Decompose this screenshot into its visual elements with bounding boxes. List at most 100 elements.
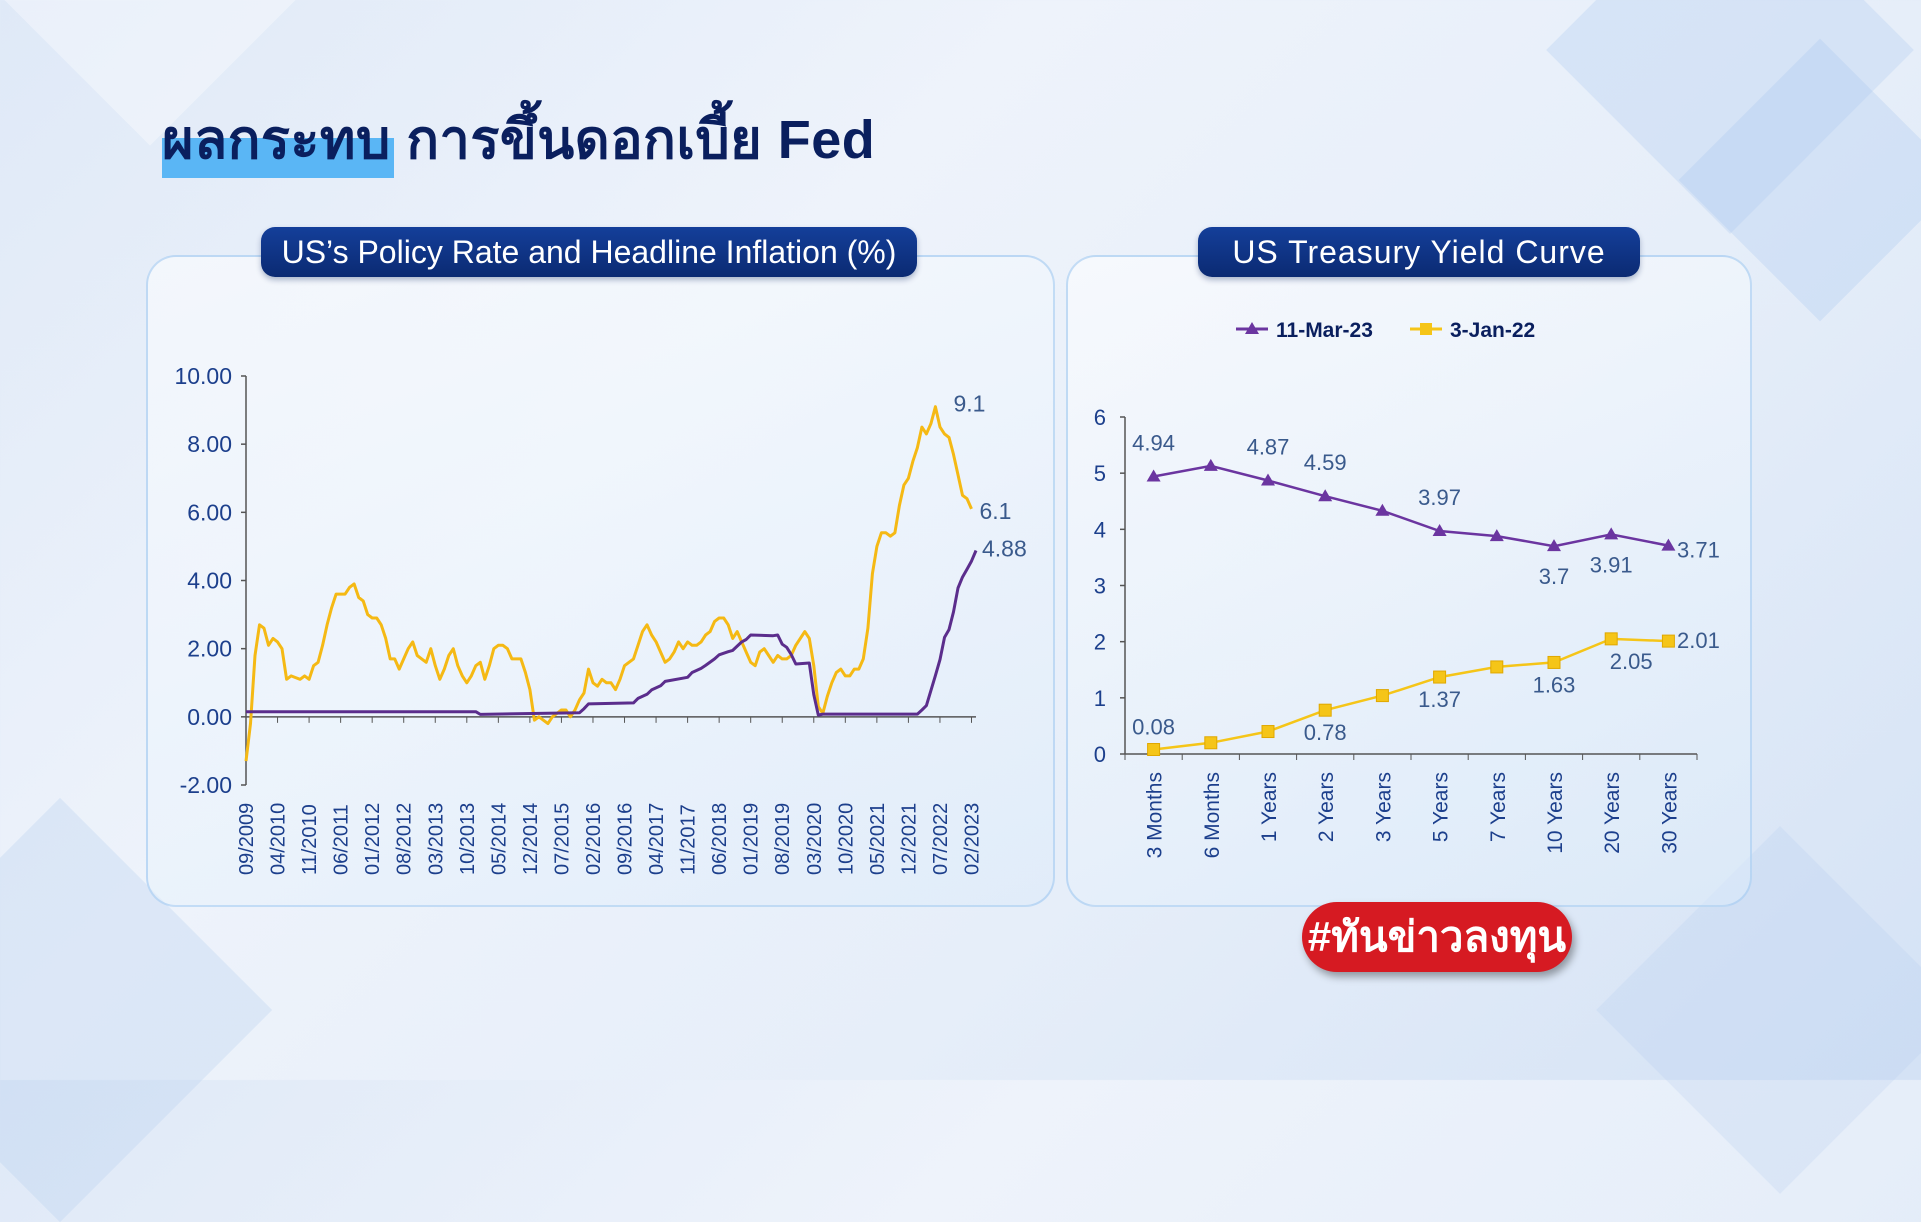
y-tick-label: 0.00 — [187, 704, 232, 730]
square-marker — [1318, 703, 1332, 717]
x-tick-label: 04/2017 — [646, 803, 668, 875]
legend-label: 3-Jan-22 — [1450, 319, 1535, 342]
x-tick-label: 09/2009 — [236, 803, 258, 875]
square-marker — [1433, 670, 1447, 684]
y-tick-label: 5 — [1094, 461, 1106, 486]
x-tick-label: 06/2011 — [331, 804, 353, 875]
x-category-label: 1 Years — [1258, 772, 1281, 842]
peak-inflation-label: 9.1 — [953, 391, 985, 417]
x-category-label: 20 Years — [1601, 772, 1624, 854]
data-label: 3.7 — [1539, 564, 1570, 589]
square-marker — [1547, 655, 1561, 669]
treasury-yield-curve-chart: 6 5 4 3 2 1 0 3 Months 6 Months 1 Years 2 Years 3 Y… — [1094, 319, 1720, 858]
triangle-marker — [1604, 527, 1619, 540]
x-category-label: 7 Years — [1487, 772, 1510, 842]
title-part-2: การขึ้นดอกเบี้ย Fed — [406, 110, 876, 170]
y-tick-label: 3 — [1094, 574, 1106, 599]
x-tick-label: 05/2021 — [867, 803, 889, 875]
triangle-marker — [1489, 529, 1504, 542]
y-tick-label: 0 — [1094, 742, 1106, 767]
y-tick-label: 6.00 — [187, 499, 232, 525]
x-tick-label: 11/2017 — [678, 804, 700, 875]
data-label: 0.78 — [1304, 720, 1347, 745]
x-tick-label: 07/2015 — [551, 803, 573, 875]
title-part-1: ผลกระทบ — [162, 110, 391, 170]
data-label: 1.37 — [1418, 687, 1461, 712]
x-tick-label: 11/2010 — [299, 804, 321, 875]
y-tick-label: 4 — [1094, 517, 1106, 542]
x-tick-label: 08/2019 — [772, 803, 794, 875]
y-tick-label: 6 — [1094, 405, 1106, 430]
y-tick-label: 1 — [1094, 686, 1106, 711]
data-label: 1.63 — [1533, 672, 1576, 697]
x-tick-label: 03/2013 — [425, 803, 447, 875]
triangle-marker — [1432, 524, 1447, 537]
data-label: 0.08 — [1132, 715, 1175, 740]
data-label: 4.94 — [1132, 431, 1175, 456]
title-highlight-bar — [162, 138, 394, 178]
x-tick-label: 02/2023 — [961, 803, 983, 875]
x-tick-label: 09/2016 — [615, 803, 637, 875]
square-marker — [1490, 660, 1504, 674]
x-tick-label: 12/2014 — [520, 803, 542, 875]
triangle-marker — [1375, 503, 1390, 516]
triangle-marker — [1661, 538, 1676, 551]
y-tick-label: 8.00 — [187, 431, 232, 457]
x-category-label: 5 Years — [1430, 772, 1453, 842]
x-category-label: 3 Months — [1144, 772, 1167, 858]
data-label: 3.97 — [1418, 485, 1461, 510]
policy-rate-label: 4.88 — [982, 536, 1027, 562]
x-tick-label: 08/2012 — [394, 803, 416, 875]
x-tick-label: 10/2020 — [835, 803, 857, 875]
x-category-label: 10 Years — [1544, 772, 1567, 854]
square-marker — [1661, 634, 1675, 648]
square-marker — [1147, 743, 1161, 757]
x-tick-label: 04/2010 — [268, 803, 290, 875]
x-category-label: 2 Years — [1315, 772, 1338, 842]
yield-line-2022 — [1153, 637, 1669, 751]
x-tick-label: 05/2014 — [488, 803, 510, 875]
policy-rate-line — [246, 549, 978, 717]
data-label: 2.01 — [1677, 628, 1720, 653]
policy-rate-panel — [146, 255, 1055, 907]
square-marker — [1261, 725, 1275, 739]
x-category-label: 30 Years — [1658, 772, 1681, 854]
inflation-line — [244, 405, 973, 762]
x-category-label: 3 Years — [1372, 772, 1395, 842]
hashtag-badge[interactable]: #ทันข่าวลงทุน — [1302, 902, 1572, 972]
triangle-marker — [1261, 473, 1275, 486]
legend-label: 11-Mar-23 — [1276, 319, 1373, 342]
data-label: 2.05 — [1610, 649, 1653, 674]
data-label: 4.59 — [1304, 450, 1347, 475]
x-tick-label: 03/2020 — [804, 803, 826, 875]
square-marker — [1204, 736, 1218, 750]
x-category-label: 6 Months — [1201, 772, 1224, 858]
x-tick-label: 07/2022 — [930, 803, 952, 875]
triangle-marker — [1146, 469, 1161, 482]
y-tick-label: 10.00 — [174, 363, 232, 389]
x-tick-label: 01/2012 — [362, 803, 384, 875]
y-tick-label: 4.00 — [187, 568, 232, 594]
page-title: ผลกระทบ การขึ้นดอกเบี้ย Fed — [162, 100, 875, 180]
x-tick-label: 06/2018 — [709, 803, 731, 875]
triangle-marker — [1318, 489, 1333, 502]
yield-line-2023 — [1153, 464, 1669, 548]
data-label: 3.71 — [1677, 538, 1720, 563]
background-shape — [1546, 0, 1914, 234]
x-tick-label: 02/2016 — [583, 803, 605, 875]
data-label: 3.91 — [1590, 552, 1633, 577]
x-tick-label: 01/2019 — [741, 803, 763, 875]
x-tick-label: 10/2013 — [457, 803, 479, 875]
triangle-marker — [1547, 539, 1561, 552]
triangle-marker — [1203, 458, 1218, 471]
square-marker — [1375, 689, 1389, 703]
legend-square-marker — [1420, 323, 1432, 335]
yield-curve-panel — [1066, 255, 1752, 907]
yield-curve-chart-title: US Treasury Yield Curve — [1198, 227, 1640, 277]
legend-triangle-marker — [1245, 322, 1259, 334]
y-tick-label: 2 — [1094, 630, 1106, 655]
y-tick-label: 2.00 — [187, 636, 232, 662]
x-tick-label: 12/2021 — [898, 803, 920, 875]
data-label: 4.87 — [1247, 434, 1290, 459]
